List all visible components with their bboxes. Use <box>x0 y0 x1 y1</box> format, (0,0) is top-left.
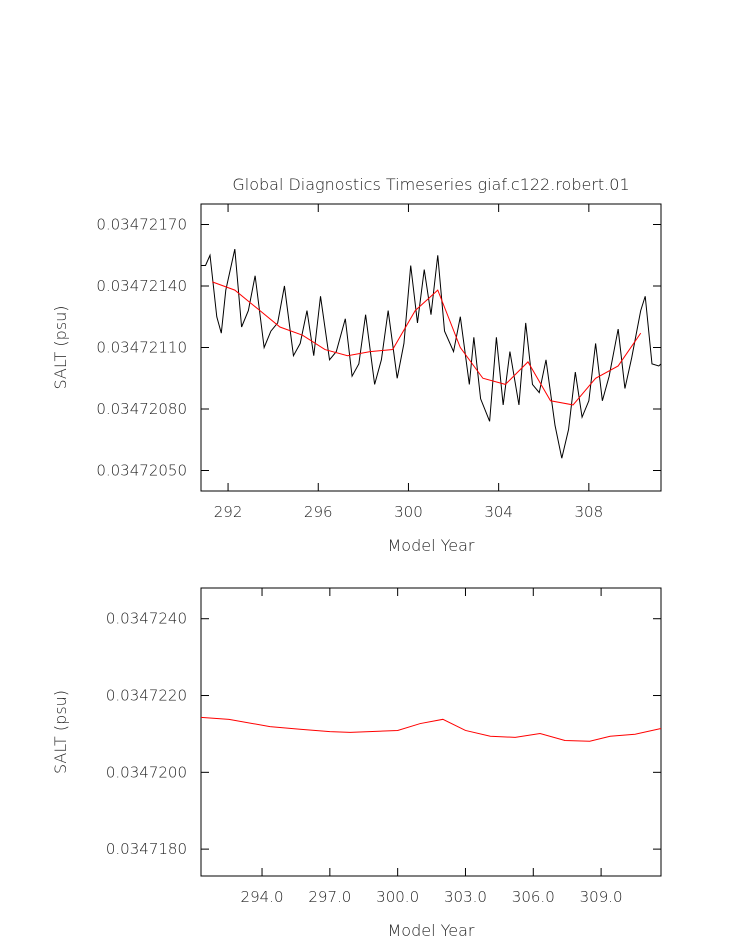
x-tick-label: 308 <box>575 503 604 521</box>
y-tick-label: 0.03472110 <box>96 339 187 357</box>
y-tick-label: 0.03472050 <box>96 462 187 480</box>
x-axis-label: Model Year <box>388 536 475 555</box>
x-tick-label: 300 <box>394 503 423 521</box>
x-tick-label: 309.0 <box>580 888 623 906</box>
y-axis-label: SALT (psu) <box>51 690 70 774</box>
y-tick-label: 0.0347200 <box>106 763 187 781</box>
y-tick-label: 0.0347240 <box>106 610 187 628</box>
x-tick-label: 304 <box>484 503 513 521</box>
y-tick-label: 0.03472170 <box>96 216 187 234</box>
chart-title: Global Diagnostics Timeseries giaf.c122.… <box>232 175 629 194</box>
x-tick-label: 294.0 <box>241 888 284 906</box>
data-line <box>212 281 642 406</box>
x-axis-label: Model Year <box>388 921 475 940</box>
x-tick-label: 300.0 <box>376 888 419 906</box>
data-line <box>201 248 662 459</box>
x-tick-label: 306.0 <box>512 888 555 906</box>
y-axis-label: SALT (psu) <box>51 305 70 389</box>
x-tick-label: 296 <box>304 503 333 521</box>
data-line <box>200 716 662 742</box>
plot-frame <box>200 587 662 877</box>
y-tick-label: 0.03472140 <box>96 277 187 295</box>
x-tick-label: 292 <box>214 503 243 521</box>
plot-frame <box>200 203 662 492</box>
x-tick-label: 297.0 <box>308 888 351 906</box>
y-tick-label: 0.0347220 <box>106 687 187 705</box>
x-tick-label: 303.0 <box>444 888 487 906</box>
y-tick-label: 0.0347180 <box>106 840 187 858</box>
y-tick-label: 0.03472080 <box>96 400 187 418</box>
